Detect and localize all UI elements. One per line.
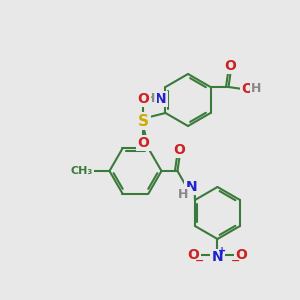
Text: +: +: [218, 246, 226, 256]
Text: O: O: [242, 82, 254, 96]
Text: N: N: [186, 180, 197, 194]
Text: O: O: [173, 143, 185, 157]
Text: O: O: [236, 248, 247, 262]
Text: S: S: [138, 113, 149, 128]
Text: H: H: [178, 188, 189, 202]
Text: H: H: [145, 92, 156, 106]
Text: O: O: [225, 59, 236, 73]
Text: O: O: [137, 92, 149, 106]
Text: N: N: [212, 250, 223, 264]
Text: −: −: [195, 256, 204, 266]
Text: −: −: [231, 256, 240, 266]
Text: O: O: [137, 136, 149, 150]
Text: CH₃: CH₃: [70, 166, 93, 176]
Text: H: H: [251, 82, 262, 95]
Text: O: O: [188, 248, 200, 262]
Text: N: N: [155, 92, 166, 106]
